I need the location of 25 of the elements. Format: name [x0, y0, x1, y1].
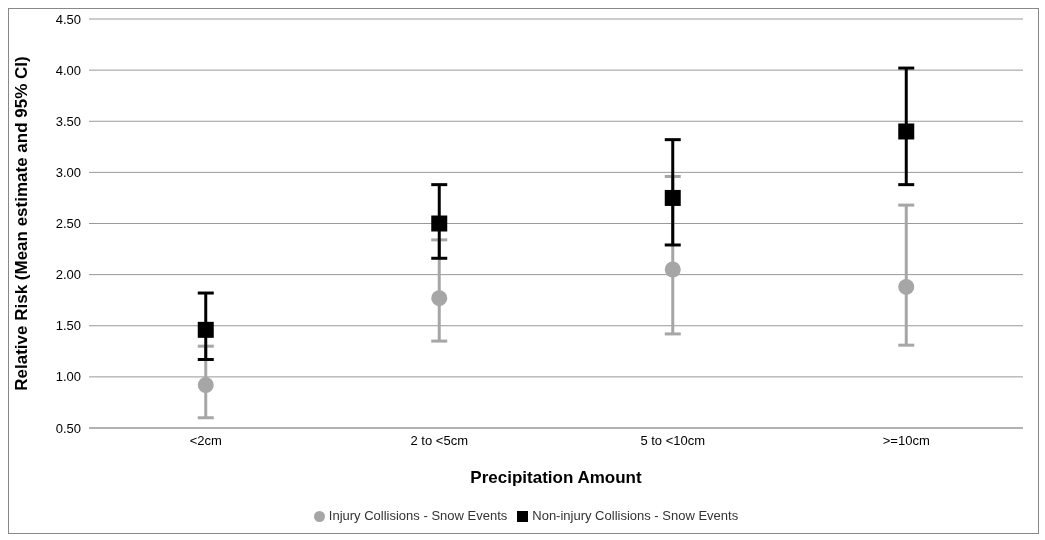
y-tick-label: 4.50 — [55, 11, 81, 27]
point — [431, 290, 448, 307]
x-tick-label: 5 to <10cm — [640, 433, 706, 449]
point — [898, 278, 915, 295]
x-tick-label: 2 to <5cm — [410, 433, 468, 449]
y-tick-label: 2.50 — [55, 216, 81, 232]
y-tick-label: 4.00 — [55, 62, 81, 78]
x-axis-title: Precipitation Amount — [470, 468, 642, 487]
point — [664, 261, 681, 278]
y-tick-label: 2.00 — [55, 267, 81, 283]
y-tick-label: 1.50 — [55, 318, 81, 334]
point — [431, 215, 448, 232]
point — [197, 377, 214, 394]
legend-label: Injury Collisions - Snow Events — [328, 508, 508, 523]
x-tick-label: <2cm — [189, 433, 222, 449]
point — [664, 189, 681, 206]
legend-label: Non-injury Collisions - Snow Events — [532, 508, 739, 523]
point — [197, 321, 214, 338]
x-tick-label: >=10cm — [882, 433, 930, 449]
y-tick-label: 0.50 — [55, 420, 81, 436]
y-tick-label: 1.00 — [55, 369, 81, 385]
y-tick-label: 3.00 — [55, 164, 81, 180]
y-tick-label: 3.50 — [55, 113, 81, 129]
y-axis-title: Relative Risk (Mean estimate and 95% CI) — [12, 56, 32, 391]
point — [898, 123, 915, 140]
